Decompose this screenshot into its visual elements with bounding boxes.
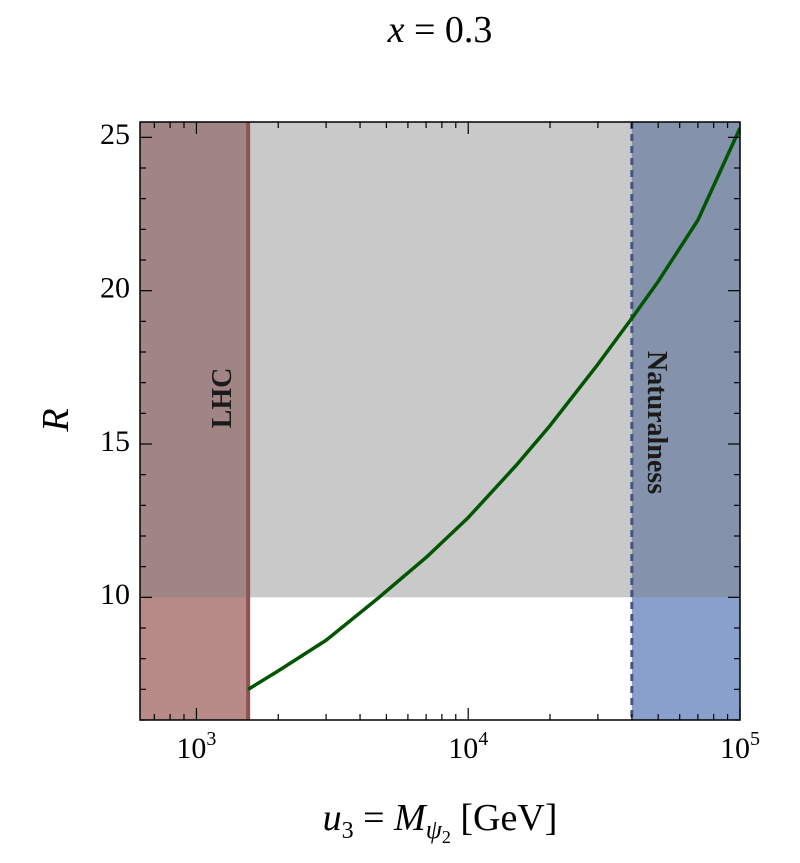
x-tick-label: 105 (720, 728, 760, 765)
x-axis-label: u3 = Mψ2 [GeV] (323, 797, 558, 847)
lhc-label: LHC (207, 368, 238, 429)
chart-title: x = 0.3 (387, 9, 493, 51)
x-tick-label: 103 (176, 728, 216, 765)
x-tick-base: 10 (720, 732, 750, 765)
x-tick-exponent: 4 (478, 728, 488, 750)
y-tick-label: 25 (100, 118, 130, 151)
title-equals: = (404, 9, 444, 51)
y-tick-label: 10 (100, 578, 130, 611)
y-tick-label: 15 (100, 425, 130, 458)
x-label-var: u (323, 797, 342, 839)
x-label-subsub2: 2 (442, 827, 451, 847)
x-label-eq: = (354, 797, 394, 839)
title-value: 0.3 (445, 9, 493, 51)
plot-frame (139, 121, 741, 721)
y-tick-label: 20 (100, 272, 130, 305)
lhc-excluded-band (140, 122, 249, 720)
x-label-sub2: ψ (426, 815, 443, 844)
naturalness-excluded-band (631, 122, 740, 720)
x-label-sub: 3 (342, 818, 354, 844)
x-tick-exponent: 5 (750, 728, 760, 750)
x-label-var2: M (393, 797, 428, 839)
x-tick-base: 10 (176, 732, 206, 765)
y-axis-label: R (35, 408, 77, 432)
x-label-unit: [GeV] (451, 797, 558, 839)
naturalness-label: Naturalness (641, 351, 672, 494)
x-tick-base: 10 (448, 732, 478, 765)
plot-inner: LHC Naturalness (140, 122, 740, 720)
x-tick-label: 104 (448, 728, 488, 765)
r-above-10-region (140, 122, 740, 598)
x-tick-exponent: 3 (206, 728, 216, 750)
series-line-0 (247, 127, 740, 691)
title-variable: x (387, 9, 405, 51)
